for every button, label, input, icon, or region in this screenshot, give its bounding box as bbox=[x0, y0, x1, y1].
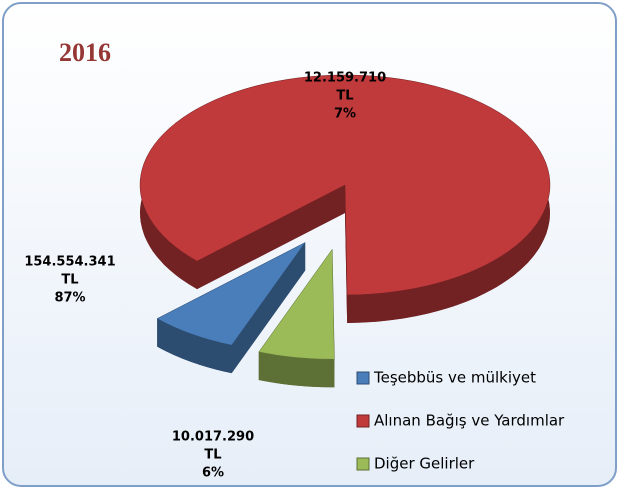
pie-slice bbox=[156, 242, 306, 346]
data-label: 7% bbox=[334, 107, 356, 122]
data-label: 6% bbox=[202, 466, 224, 481]
pie-slice bbox=[258, 248, 335, 360]
slice-side bbox=[197, 185, 345, 290]
legend-swatch bbox=[356, 457, 370, 471]
data-label-unit: TL bbox=[61, 273, 78, 288]
legend-label: Diğer Gelirler bbox=[374, 455, 475, 473]
legend-label: Teşebbüs ve mülkiyet bbox=[373, 369, 536, 387]
data-label: 154.554.341 bbox=[24, 255, 115, 270]
pie-slice bbox=[139, 74, 551, 296]
data-label-unit: TL bbox=[336, 89, 353, 104]
legend-label: Alınan Bağış ve Yardımlar bbox=[374, 412, 565, 430]
data-label: 12.159.710 bbox=[304, 71, 386, 86]
slice-side bbox=[258, 351, 335, 388]
chart-title: 2016 bbox=[59, 38, 111, 67]
legend-swatch bbox=[356, 414, 370, 428]
legend-swatch bbox=[356, 371, 370, 385]
data-label: 87% bbox=[54, 291, 85, 306]
data-label: 10.017.290 bbox=[172, 430, 254, 445]
data-label-unit: TL bbox=[204, 448, 221, 463]
